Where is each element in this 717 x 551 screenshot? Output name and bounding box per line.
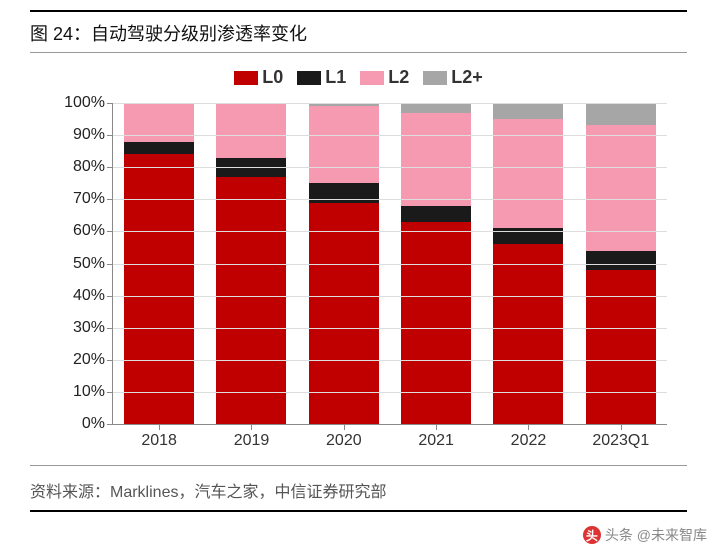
bar-segment: [493, 244, 563, 424]
legend-swatch: [297, 71, 321, 85]
y-axis-label: 100%: [64, 94, 113, 112]
gridline: [113, 103, 667, 104]
y-tick-mark: [107, 360, 113, 361]
legend-item: L2: [360, 67, 409, 88]
bar-segment: [216, 103, 286, 158]
legend-swatch: [234, 71, 258, 85]
gridline: [113, 328, 667, 329]
y-tick-mark: [107, 296, 113, 297]
bar-segment: [309, 106, 379, 183]
y-tick-mark: [107, 328, 113, 329]
y-tick-mark: [107, 199, 113, 200]
bar-segment: [401, 206, 471, 222]
bar-segment: [493, 103, 563, 119]
legend: L0 L1 L2 L2+: [30, 59, 687, 92]
x-tick-mark: [436, 424, 437, 430]
gridline: [113, 167, 667, 168]
x-tick-mark: [344, 424, 345, 430]
plot-area: 201820192020202120222023Q1 0%10%20%30%40…: [112, 103, 667, 425]
watermark-text: 头条 @未来智库: [605, 525, 707, 545]
y-tick-mark: [107, 231, 113, 232]
figure-container: 图 24：自动驾驶分级别渗透率变化 L0 L1 L2 L2+ 201820192020…: [0, 0, 717, 551]
legend-label: L1: [325, 67, 346, 88]
title-bar: 图 24：自动驾驶分级别渗透率变化: [30, 10, 687, 52]
gridline: [113, 264, 667, 265]
legend-item: L2+: [423, 67, 483, 88]
x-tick-mark: [621, 424, 622, 430]
legend-item: L1: [297, 67, 346, 88]
y-tick-mark: [107, 392, 113, 393]
y-tick-mark: [107, 135, 113, 136]
x-tick-mark: [159, 424, 160, 430]
bar-segment: [586, 270, 656, 424]
bar-segment: [401, 113, 471, 206]
bar-segment: [216, 177, 286, 424]
legend-label: L2: [388, 67, 409, 88]
bar-segment: [309, 203, 379, 424]
x-tick-mark: [528, 424, 529, 430]
legend-swatch: [423, 71, 447, 85]
bar-segment: [586, 251, 656, 270]
y-tick-mark: [107, 167, 113, 168]
x-tick-mark: [251, 424, 252, 430]
watermark: 头 头条 @未来智库: [583, 525, 707, 545]
gridline: [113, 231, 667, 232]
gridline: [113, 199, 667, 200]
gridline: [113, 360, 667, 361]
y-tick-mark: [107, 264, 113, 265]
legend-swatch: [360, 71, 384, 85]
legend-item: L0: [234, 67, 283, 88]
legend-label: L2+: [451, 67, 483, 88]
bar-segment: [124, 142, 194, 155]
bar-segment: [124, 154, 194, 424]
bar-segment: [401, 103, 471, 113]
watermark-logo-icon: 头: [583, 526, 601, 544]
gridline: [113, 135, 667, 136]
title-rule: [30, 52, 687, 53]
bar-segment: [401, 222, 471, 424]
bar-segment: [586, 103, 656, 125]
gridline: [113, 392, 667, 393]
chart: L0 L1 L2 L2+ 201820192020202120222023Q1 0%1…: [30, 59, 687, 459]
gridline: [113, 296, 667, 297]
legend-label: L0: [262, 67, 283, 88]
figure-title: 图 24：自动驾驶分级别渗透率变化: [30, 24, 307, 44]
bottom-rule: [30, 510, 687, 512]
y-tick-mark: [107, 103, 113, 104]
source-text: 资料来源：Marklines，汽车之家，中信证券研究部: [30, 466, 687, 510]
y-tick-mark: [107, 424, 113, 425]
